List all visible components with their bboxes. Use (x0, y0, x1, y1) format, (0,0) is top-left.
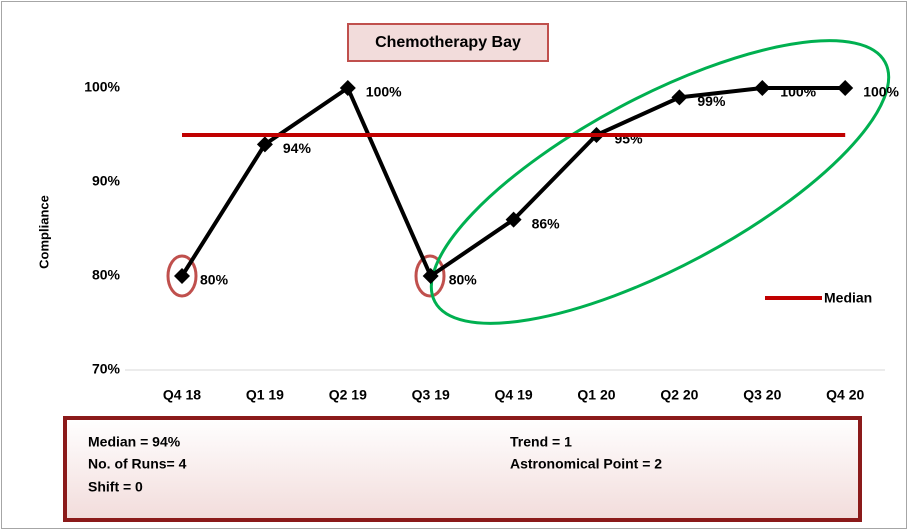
data-label: 99% (697, 93, 726, 109)
y-tick-label: 100% (84, 79, 120, 95)
marker (754, 80, 771, 96)
data-label: 80% (200, 272, 229, 288)
highlight-circle (414, 254, 446, 298)
data-label: 100% (366, 84, 402, 100)
note: Trend = 1 (510, 434, 572, 450)
data-label: 100% (863, 84, 899, 100)
data-label: 86% (532, 215, 561, 231)
marker (505, 211, 522, 228)
note: Astronomical Point = 2 (510, 456, 662, 472)
x-tick-label: Q1 20 (577, 387, 615, 403)
x-tick-label: Q3 20 (743, 387, 781, 403)
x-tick-label: Q3 19 (412, 387, 450, 403)
y-tick-label: 90% (92, 173, 121, 189)
title-box (347, 23, 549, 62)
x-tick-label: Q1 19 (246, 387, 284, 403)
marker (256, 136, 273, 153)
x-tick-label: Q2 20 (660, 387, 698, 403)
y-tick-label: 70% (92, 361, 121, 377)
note: No. of Runs= 4 (88, 456, 187, 472)
data-label: 100% (780, 84, 816, 100)
data-label: 94% (283, 140, 312, 156)
note-box (63, 416, 862, 522)
marker (837, 80, 854, 96)
note: Shift = 0 (88, 479, 143, 495)
chart-title: Chemotherapy Bay (375, 34, 521, 51)
x-tick-label: Q4 20 (826, 387, 864, 403)
y-tick-label: 80% (92, 267, 121, 283)
highlight-ellipse (429, 39, 891, 325)
marker (671, 89, 688, 106)
marker (174, 268, 190, 284)
legend-label: Median (824, 290, 872, 306)
y-axis-label: Compliance (36, 195, 51, 269)
marker (422, 268, 439, 284)
x-tick-label: Q4 18 (163, 387, 201, 403)
data-label: 80% (449, 272, 478, 288)
note: Median = 94% (88, 434, 181, 450)
marker (339, 80, 356, 96)
highlight-circle (166, 254, 198, 298)
x-tick-label: Q4 19 (495, 387, 533, 403)
x-tick-label: Q2 19 (329, 387, 367, 403)
